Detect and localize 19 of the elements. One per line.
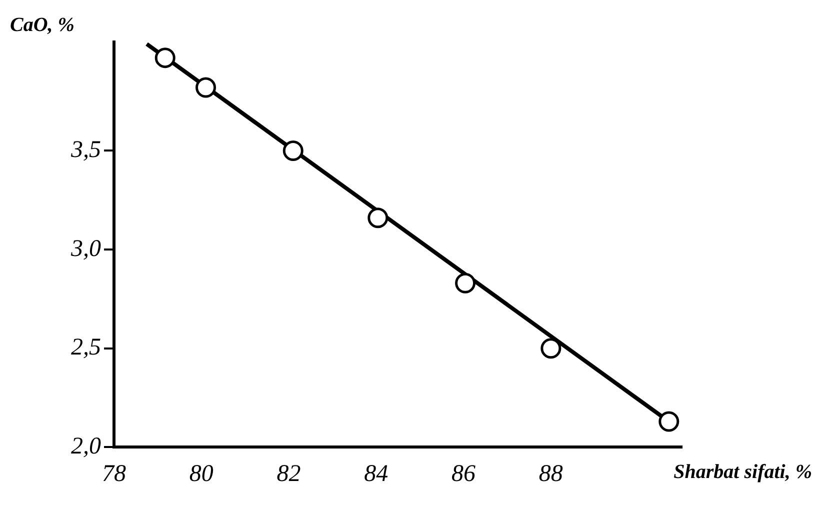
point (154, 48, 176, 68)
x-axis-title: Sharbat sifati, % (674, 461, 812, 484)
x-tick-label: 78 (102, 460, 126, 487)
point (455, 272, 476, 294)
x-tick-label: 88 (538, 460, 563, 487)
y-tick-label: 3,5 (70, 137, 101, 164)
x-tick-label: 80 (189, 460, 214, 487)
x-tick-label: 86 (452, 460, 476, 487)
x-tick-label: 84 (364, 460, 388, 487)
point (282, 140, 304, 161)
point (196, 77, 216, 98)
y-tick-label: 2,0 (71, 434, 101, 460)
y-tick-label: 2,5 (71, 334, 101, 361)
point (658, 411, 680, 432)
point (540, 338, 562, 359)
point (368, 208, 388, 228)
x-tick-label: 82 (276, 460, 301, 487)
y-tick-label: 3,0 (70, 236, 101, 262)
y-axis-title: CaO, % (10, 14, 74, 37)
